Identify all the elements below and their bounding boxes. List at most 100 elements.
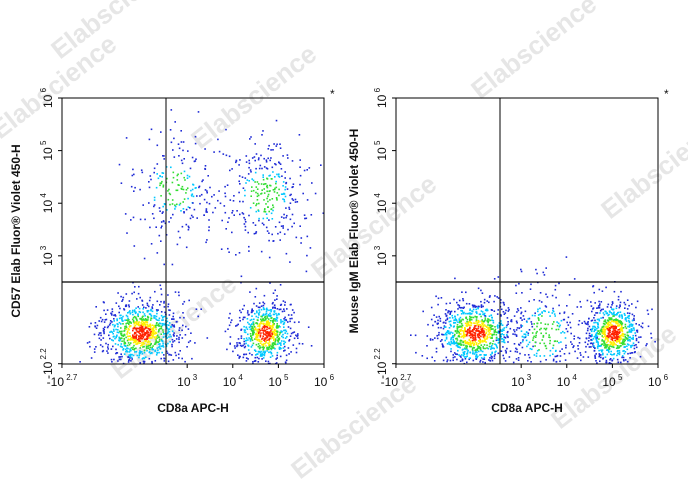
event-dot [239, 309, 241, 312]
event-dot [555, 360, 558, 363]
event-dot [564, 337, 567, 339]
event-dot [277, 327, 279, 329]
event-dot [79, 361, 81, 363]
event-dot [273, 338, 276, 340]
event-dot [609, 343, 612, 345]
event-dot [263, 333, 265, 335]
event-dot [613, 353, 615, 356]
event-dot [579, 352, 582, 354]
event-dot [168, 314, 171, 316]
event-dot [647, 325, 650, 328]
event-dot [457, 308, 459, 310]
event-dot [176, 189, 179, 192]
event-dot [505, 309, 507, 312]
event-dot [278, 342, 281, 344]
event-dot [123, 308, 125, 310]
event-dot [151, 213, 154, 215]
event-dot [272, 324, 274, 327]
event-dot [607, 322, 609, 324]
event-dot [619, 329, 622, 332]
event-dot [618, 338, 620, 340]
event-dot [590, 346, 592, 348]
event-dot [479, 354, 481, 356]
event-dot [651, 308, 653, 311]
event-dot [265, 340, 267, 343]
event-dot [146, 310, 149, 313]
event-dot [520, 312, 522, 315]
event-dot [441, 333, 443, 336]
event-dot [116, 318, 118, 320]
event-dot [155, 335, 158, 338]
event-dot [286, 188, 289, 190]
event-dot [115, 302, 118, 304]
event-dot [115, 328, 117, 331]
event-dot [606, 312, 608, 314]
event-dot [560, 319, 563, 322]
event-dot [476, 349, 479, 351]
event-dot [226, 348, 228, 351]
event-dot [567, 324, 570, 326]
event-dot [257, 345, 259, 348]
event-dot [605, 325, 608, 328]
event-dot [604, 329, 606, 332]
event-dot [465, 325, 468, 327]
event-dot [256, 181, 259, 183]
event-dot [597, 305, 600, 307]
event-dot [244, 345, 247, 348]
event-dot [502, 346, 504, 348]
event-dot [503, 329, 505, 331]
event-dot [513, 329, 515, 331]
event-dot [609, 317, 611, 320]
event-dot [138, 285, 140, 288]
event-dot [235, 254, 237, 256]
event-dot [149, 323, 151, 326]
event-dot [206, 337, 209, 339]
event-dot [171, 330, 174, 332]
event-dot [268, 344, 271, 347]
event-dot [298, 321, 300, 323]
event-dot [104, 326, 106, 328]
event-dot [151, 337, 153, 339]
event-dot [284, 171, 286, 173]
event-dot [292, 199, 295, 201]
event-dot [597, 343, 599, 346]
event-dot [244, 331, 247, 334]
event-dot [114, 314, 116, 316]
event-dot [606, 344, 609, 346]
event-dot [601, 340, 603, 342]
event-dot [163, 155, 165, 157]
event-dot [481, 329, 483, 332]
event-dot [261, 358, 263, 360]
event-dot [132, 316, 135, 319]
event-dot [240, 345, 243, 347]
event-dot [298, 134, 301, 136]
event-dot [615, 326, 618, 328]
event-dot [141, 327, 144, 329]
event-dot [119, 331, 122, 333]
event-dot [477, 307, 479, 309]
event-dot [143, 323, 145, 326]
event-dot [469, 320, 471, 322]
event-dot [506, 324, 508, 327]
event-dot [516, 322, 518, 324]
event-dot [258, 202, 260, 205]
event-dot [624, 343, 626, 346]
event-dot [263, 326, 266, 328]
event-dot [164, 322, 166, 325]
event-dot [263, 354, 266, 357]
event-dot [130, 322, 132, 324]
event-dot [136, 298, 138, 300]
event-dot [621, 341, 624, 344]
event-dot [601, 339, 604, 341]
event-dot [573, 278, 576, 280]
event-dot [591, 319, 594, 322]
event-dot [553, 340, 556, 343]
y-tick-label: 10 6 [373, 87, 389, 108]
event-dot [558, 325, 561, 328]
event-dot [305, 217, 308, 220]
event-dot [156, 173, 158, 175]
event-dot [497, 324, 499, 326]
event-dot [155, 309, 158, 311]
event-dot [527, 332, 530, 335]
